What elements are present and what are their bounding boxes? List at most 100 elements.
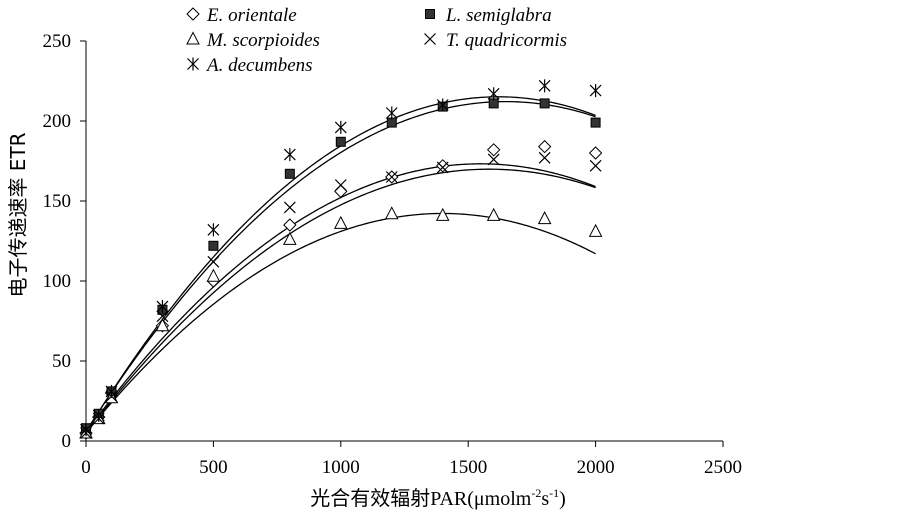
data-point xyxy=(155,318,170,332)
legend-item: T. quadricormis xyxy=(424,30,567,51)
data-point xyxy=(384,206,399,220)
marker-triangle xyxy=(384,206,399,220)
data-point xyxy=(589,159,602,172)
marker-triangle xyxy=(206,268,221,282)
legend-label: E. orientale xyxy=(206,5,297,26)
y-tick-label: 200 xyxy=(43,111,72,132)
legend-label: L. semiglabra xyxy=(445,5,552,26)
data-point xyxy=(333,215,348,229)
y-tick-label: 250 xyxy=(43,31,72,52)
data-point xyxy=(538,79,551,93)
marker-x-stroke xyxy=(156,310,169,323)
marker-square xyxy=(335,136,346,147)
data-point xyxy=(207,223,220,237)
data-point xyxy=(385,171,398,183)
x-tick-label: 500 xyxy=(199,457,228,478)
x-tick-label: 1000 xyxy=(322,457,360,478)
marker-diamond xyxy=(588,146,603,160)
legend-label: T. quadricormis xyxy=(446,30,567,51)
data-point xyxy=(156,310,169,323)
legend-marker xyxy=(424,33,436,45)
data-point xyxy=(538,151,551,164)
marker-x-stroke xyxy=(385,171,398,183)
marker-x-stroke xyxy=(538,151,551,164)
marker-triangle xyxy=(333,215,348,229)
y-tick-label: 50 xyxy=(52,351,71,372)
data-point xyxy=(436,161,449,174)
data-point xyxy=(589,84,602,98)
marker-diamond xyxy=(537,139,552,154)
marker-triangle xyxy=(537,211,552,225)
data-point xyxy=(105,384,118,398)
data-point xyxy=(486,143,501,157)
fit-curve-5 xyxy=(85,96,596,433)
marker-x-stroke xyxy=(283,201,296,214)
data-point xyxy=(486,207,501,221)
marker-x-stroke xyxy=(424,33,436,45)
legend-item: A. decumbens xyxy=(187,55,313,76)
data-point xyxy=(206,268,221,282)
data-point xyxy=(436,159,450,173)
data-point xyxy=(156,300,169,314)
legend-marker xyxy=(425,9,435,19)
data-point xyxy=(588,146,603,160)
legend-item: E. orientale xyxy=(186,5,297,26)
data-point xyxy=(283,218,297,232)
data-point xyxy=(334,120,347,134)
marker-triangle xyxy=(588,223,603,237)
data-point xyxy=(335,136,346,147)
data-point xyxy=(385,106,398,120)
marker-x-stroke xyxy=(334,179,347,191)
y-axis-title: 电子传递速率 ETR xyxy=(6,132,30,297)
data-point xyxy=(80,423,92,437)
y-tick-label: 150 xyxy=(43,191,72,212)
data-point xyxy=(334,179,347,191)
data-point xyxy=(92,408,105,422)
marker-x-stroke xyxy=(589,159,602,172)
marker-square xyxy=(208,240,219,251)
marker-square xyxy=(284,168,295,179)
marker-diamond xyxy=(283,218,297,232)
data-point xyxy=(435,207,450,221)
marker-x-stroke xyxy=(487,153,500,166)
marker-triangle xyxy=(435,207,450,221)
data-point xyxy=(539,98,550,109)
fit-curve-2 xyxy=(85,100,596,432)
legend-item: M. scorpioides xyxy=(186,30,320,51)
legend-marker xyxy=(186,7,200,21)
legend-item: L. semiglabra xyxy=(425,5,552,26)
x-tick-label: 1500 xyxy=(449,457,487,478)
x-tick-label: 0 xyxy=(81,457,91,478)
marker-diamond xyxy=(186,7,200,21)
legend-marker xyxy=(187,57,199,71)
marker-x-stroke xyxy=(436,161,449,174)
marker-square xyxy=(425,9,435,19)
data-point xyxy=(487,87,500,101)
marker-square xyxy=(539,98,550,109)
fit-curve-3 xyxy=(85,212,596,434)
data-point xyxy=(537,211,552,225)
marker-triangle xyxy=(486,207,501,221)
data-point xyxy=(537,139,552,154)
data-point xyxy=(283,231,297,245)
fit-curve-4 xyxy=(85,163,596,433)
x-tick-label: 2000 xyxy=(577,457,615,478)
data-point xyxy=(283,148,296,162)
data-point xyxy=(487,153,500,166)
x-axis-title: 光合有效辐射PAR(μmolm-2s-1) xyxy=(310,486,566,510)
marker-triangle xyxy=(283,231,297,245)
marker-triangle xyxy=(155,318,170,332)
data-point xyxy=(436,98,449,112)
marker-x-stroke xyxy=(207,255,220,268)
marker-square xyxy=(590,117,601,128)
data-point xyxy=(590,117,601,128)
data-point xyxy=(588,223,603,237)
marker-diamond xyxy=(486,143,501,157)
marker-diamond xyxy=(436,159,450,173)
legend-label: M. scorpioides xyxy=(206,30,320,51)
x-tick-label: 2500 xyxy=(704,457,742,478)
fit-curve-1 xyxy=(85,168,596,434)
data-point xyxy=(284,168,295,179)
